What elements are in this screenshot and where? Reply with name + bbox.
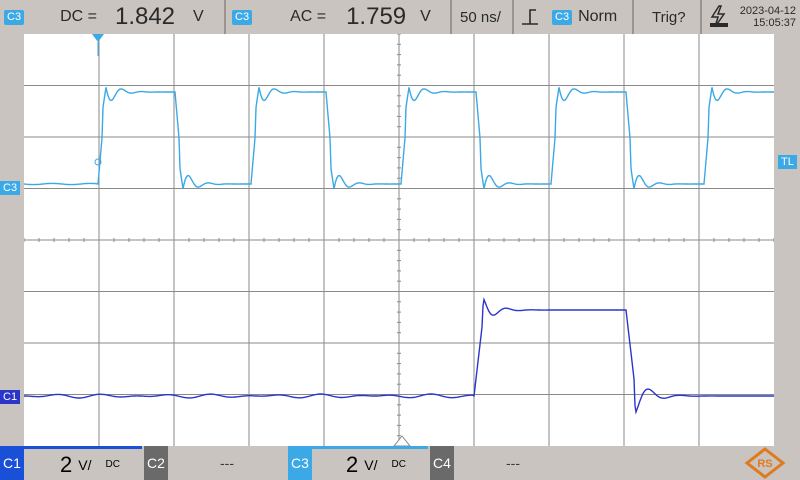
timebase-value: 50 ns/ xyxy=(460,8,501,26)
trigger-point-marker xyxy=(94,158,102,166)
ch3-unit: V/ xyxy=(364,456,378,473)
c1-offset-marker[interactable]: C1 xyxy=(0,390,21,404)
trigger-edge-icon xyxy=(522,9,538,25)
meas1-value: 1.842 xyxy=(114,3,176,30)
rs-logo: RS xyxy=(740,446,790,480)
timebase[interactable]: 50 ns/ xyxy=(460,0,510,34)
ch1-settings[interactable]: 2 V/ DC xyxy=(24,446,142,480)
center-position-marker xyxy=(392,435,412,447)
divider xyxy=(632,0,634,34)
meas1-unit: V xyxy=(193,8,204,25)
ch1-coupling: DC xyxy=(105,459,120,470)
divider xyxy=(512,0,514,34)
meas1-label: DC = xyxy=(60,8,97,25)
divider xyxy=(450,0,452,34)
meas2-value: 1.759 xyxy=(346,3,407,30)
ch3-label[interactable]: C3 xyxy=(288,446,312,480)
ch2-label[interactable]: C2 xyxy=(144,446,168,480)
trigger-level-marker[interactable]: TL xyxy=(778,155,797,169)
ch3-settings[interactable]: 2 V/ DC xyxy=(312,446,428,480)
trigger-status: Trig? xyxy=(652,0,702,34)
meas1-channel: C3 xyxy=(4,9,25,25)
waveform-canvas xyxy=(23,33,775,447)
trigger-position-marker xyxy=(92,34,104,42)
ch4-label[interactable]: C4 xyxy=(430,446,454,480)
ch4-value: --- xyxy=(506,455,520,471)
meas2-channel: C3 xyxy=(232,9,253,25)
measurement-dc[interactable]: C3 DC = 1.842 V xyxy=(4,0,218,34)
channel-bar: C1 2 V/ DC C2 --- C3 2 V/ DC C4 --- RS xyxy=(0,446,800,480)
divider xyxy=(224,0,226,34)
time-text: 15:05:37 xyxy=(753,17,796,29)
ch3-scale: 2 xyxy=(346,451,359,477)
ch2-value: --- xyxy=(220,455,234,471)
divider xyxy=(700,0,702,34)
trigger-channel: C3 xyxy=(552,9,573,25)
c1-waveform xyxy=(24,297,774,415)
ch3-coupling: DC xyxy=(391,459,406,470)
c3-waveform xyxy=(23,87,774,189)
datetime: 2023-04-12 15:05:37 xyxy=(734,0,796,34)
c3-offset-marker[interactable]: C3 xyxy=(0,181,21,195)
usb-power-icon xyxy=(710,5,728,28)
measurement-ac[interactable]: C3 AC = 1.759 V xyxy=(232,0,446,34)
ch1-unit: V/ xyxy=(78,456,92,473)
svg-text:RS: RS xyxy=(757,458,772,470)
ch1-scale: 2 xyxy=(60,451,73,477)
trig-status-text: Trig? xyxy=(652,8,686,26)
trigger-setup[interactable]: C3 Norm xyxy=(520,0,628,34)
top-status-bar: C3 DC = 1.842 V C3 AC = 1.759 V 50 ns/ C… xyxy=(0,0,800,34)
ch2-settings[interactable]: --- xyxy=(168,446,286,480)
date-text: 2023-04-12 xyxy=(739,5,796,17)
rs-logo-icon: RS xyxy=(744,447,786,479)
ch1-label[interactable]: C1 xyxy=(0,446,24,480)
ch4-settings[interactable]: --- xyxy=(454,446,572,480)
meas2-unit: V xyxy=(420,8,431,25)
meas2-label: AC = xyxy=(290,8,327,25)
waveform-display[interactable] xyxy=(23,33,775,447)
trigger-mode: Norm xyxy=(578,8,618,25)
graticule-center-ticks xyxy=(23,33,775,447)
power-status xyxy=(706,0,736,34)
